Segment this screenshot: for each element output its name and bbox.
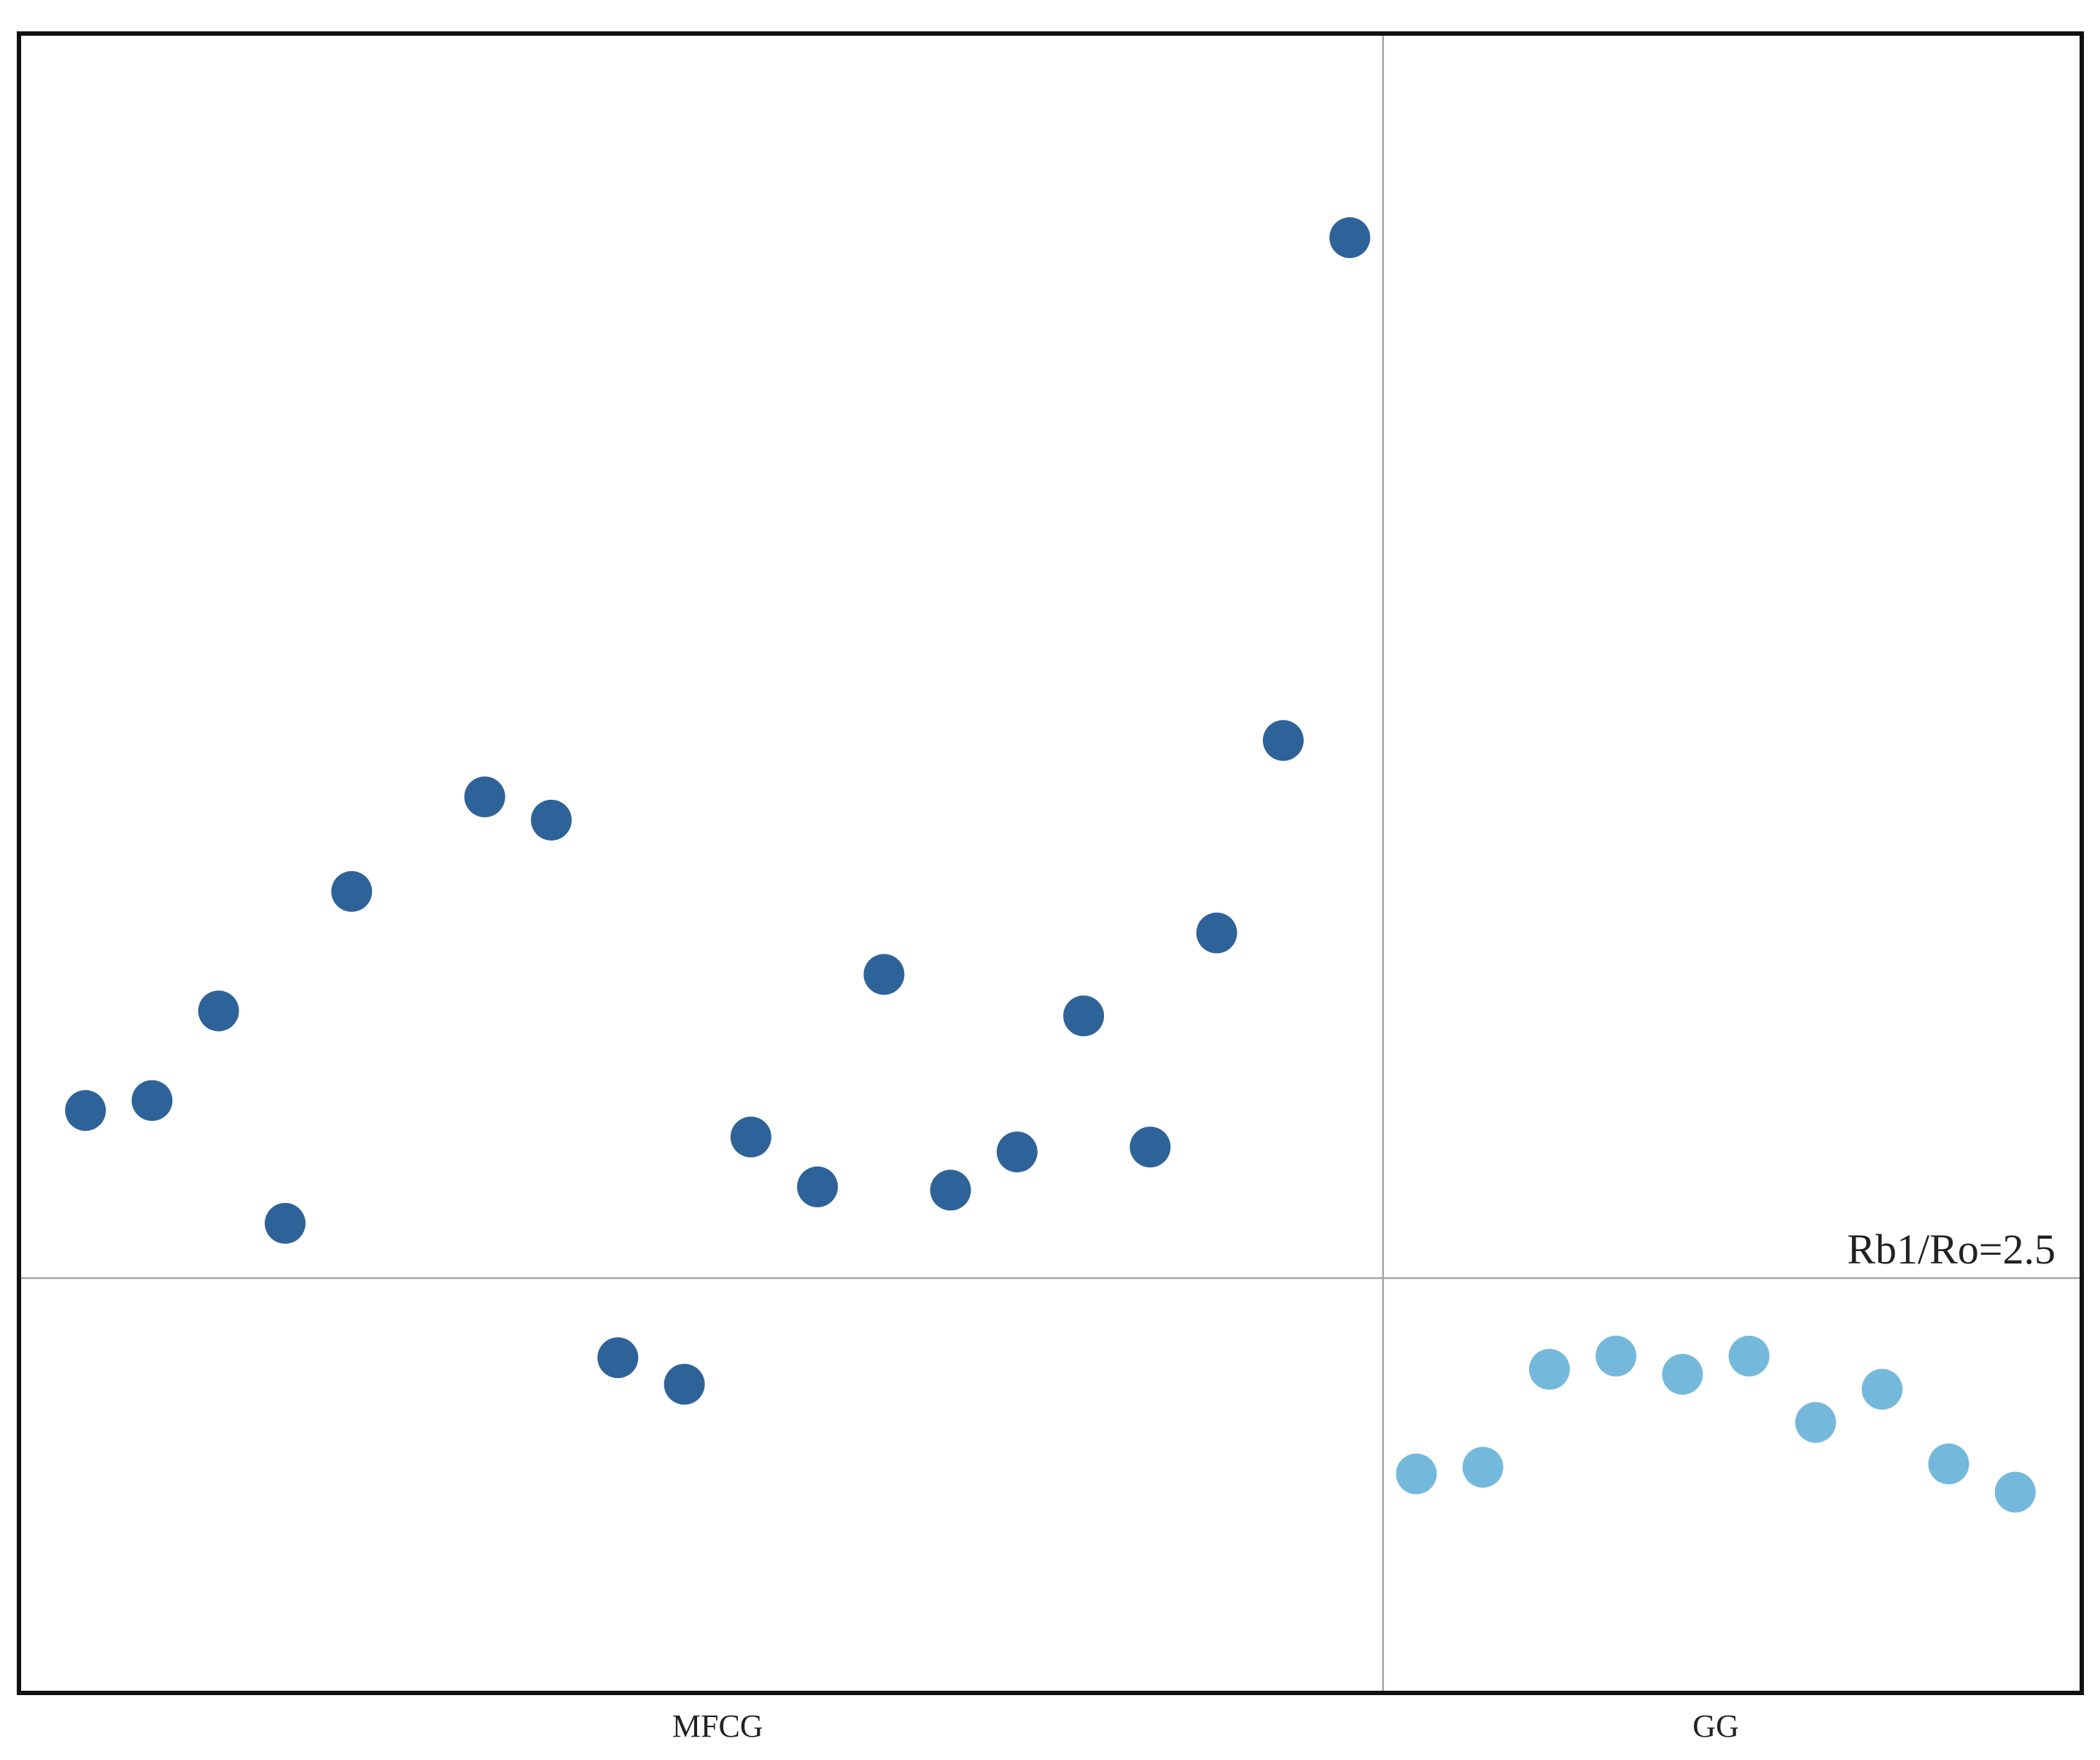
data-point [597, 1337, 639, 1379]
data-point [1329, 217, 1371, 258]
reference-label: Rb1/Ro=2.5 [1847, 1226, 2056, 1273]
data-point [797, 1166, 839, 1207]
data-point [1595, 1335, 1637, 1377]
data-point [1196, 912, 1237, 954]
data-point [464, 776, 505, 817]
data-point [863, 954, 905, 995]
data-point [1528, 1349, 1570, 1390]
data-point [331, 871, 373, 912]
data-point [664, 1363, 705, 1405]
data-point [1129, 1126, 1171, 1168]
data-point [1994, 1471, 2036, 1513]
data-point [265, 1202, 306, 1244]
group-label: MFCG [672, 1708, 763, 1744]
data-point [65, 1090, 106, 1132]
plot-frame [17, 31, 2084, 1695]
group-label: GG [1692, 1708, 1739, 1744]
data-point [930, 1169, 971, 1211]
data-point [198, 990, 239, 1032]
data-point [531, 799, 572, 841]
data-point [1728, 1335, 1770, 1377]
data-point [996, 1132, 1038, 1173]
data-point [1063, 995, 1105, 1037]
data-point [1794, 1402, 1836, 1444]
data-point [1862, 1368, 1903, 1410]
data-point [1462, 1446, 1504, 1488]
data-point [1262, 720, 1304, 761]
data-point [1662, 1354, 1703, 1395]
data-point [1396, 1453, 1437, 1495]
data-point [1928, 1443, 1969, 1484]
data-point [131, 1080, 173, 1121]
data-point [730, 1116, 771, 1158]
